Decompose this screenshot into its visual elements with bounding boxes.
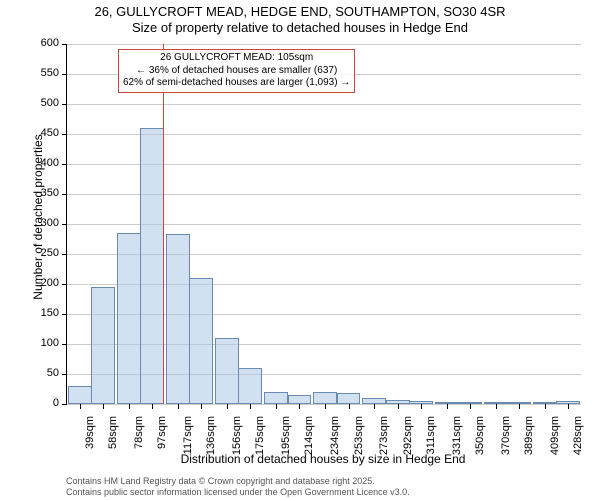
y-tick-mark xyxy=(62,254,67,255)
x-axis-label: Distribution of detached houses by size … xyxy=(66,452,580,466)
histogram-bar xyxy=(117,233,141,404)
y-tick-mark xyxy=(62,314,67,315)
histogram-bar xyxy=(264,392,288,404)
x-tick-mark xyxy=(103,404,104,409)
x-tick-mark xyxy=(398,404,399,409)
footer: Contains HM Land Registry data © Crown c… xyxy=(66,476,410,498)
x-tick-mark xyxy=(325,404,326,409)
x-tick-mark xyxy=(374,404,375,409)
x-tick-mark xyxy=(129,404,130,409)
y-tick-mark xyxy=(62,374,67,375)
title-line-2: Size of property relative to detached ho… xyxy=(0,20,600,35)
footer-line-1: Contains HM Land Registry data © Crown c… xyxy=(66,476,410,487)
title-line-1: 26, GULLYCROFT MEAD, HEDGE END, SOUTHAMP… xyxy=(0,4,600,19)
x-tick-mark xyxy=(519,404,520,409)
chart-area: 05010015020025030035040045050055060039sq… xyxy=(66,44,580,404)
x-tick-mark xyxy=(152,404,153,409)
histogram-bar xyxy=(189,278,213,404)
footer-line-2: Contains public sector information licen… xyxy=(66,487,410,498)
plot-area: 05010015020025030035040045050055060039sq… xyxy=(66,44,581,405)
gridline xyxy=(67,104,581,105)
annotation-line-3: 62% of semi-detached houses are larger (… xyxy=(123,77,350,90)
chart-container: 26, GULLYCROFT MEAD, HEDGE END, SOUTHAMP… xyxy=(0,0,600,500)
y-tick-mark xyxy=(62,44,67,45)
y-tick-label: 600 xyxy=(29,37,59,49)
histogram-bar xyxy=(288,395,312,404)
y-tick-mark xyxy=(62,164,67,165)
x-tick-mark xyxy=(250,404,251,409)
y-tick-mark xyxy=(62,224,67,225)
y-tick-label: 100 xyxy=(29,337,59,349)
histogram-bar xyxy=(68,386,92,404)
y-tick-mark xyxy=(62,404,67,405)
x-tick-mark xyxy=(80,404,81,409)
x-tick-mark xyxy=(299,404,300,409)
x-tick-mark xyxy=(276,404,277,409)
reference-line xyxy=(163,44,165,404)
x-tick-mark xyxy=(568,404,569,409)
y-tick-mark xyxy=(62,194,67,195)
histogram-bar xyxy=(140,128,164,404)
histogram-bar xyxy=(337,393,361,404)
x-tick-mark xyxy=(227,404,228,409)
x-tick-mark xyxy=(545,404,546,409)
gridline xyxy=(67,44,581,45)
histogram-bar xyxy=(313,392,337,404)
annotation-line-2: ← 36% of detached houses are smaller (63… xyxy=(123,65,350,78)
y-tick-mark xyxy=(62,74,67,75)
x-tick-mark xyxy=(496,404,497,409)
y-tick-label: 550 xyxy=(29,67,59,79)
y-tick-mark xyxy=(62,344,67,345)
y-tick-mark xyxy=(62,104,67,105)
annotation-line-1: 26 GULLYCROFT MEAD: 105sqm xyxy=(123,52,350,65)
x-tick-mark xyxy=(470,404,471,409)
y-axis-label: Number of detached properties xyxy=(31,107,45,327)
y-tick-mark xyxy=(62,284,67,285)
histogram-bar xyxy=(91,287,115,404)
histogram-bar xyxy=(238,368,262,404)
histogram-bar xyxy=(166,234,190,404)
x-tick-mark xyxy=(447,404,448,409)
x-tick-mark xyxy=(421,404,422,409)
y-tick-label: 0 xyxy=(29,397,59,409)
x-tick-mark xyxy=(349,404,350,409)
y-tick-mark xyxy=(62,134,67,135)
annotation-box: 26 GULLYCROFT MEAD: 105sqm ← 36% of deta… xyxy=(118,49,355,93)
histogram-bar xyxy=(215,338,239,404)
x-tick-mark xyxy=(201,404,202,409)
y-tick-label: 50 xyxy=(29,367,59,379)
x-tick-mark xyxy=(178,404,179,409)
